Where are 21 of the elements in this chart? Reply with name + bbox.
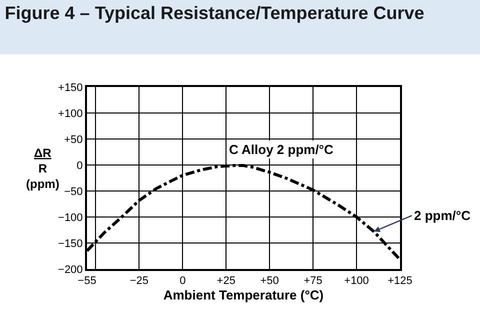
x-axis-title: Ambient Temperature (°C) [163, 287, 324, 302]
y-tick-label: −150 [58, 238, 83, 250]
annotation: C Alloy 2 ppm/°C [229, 142, 334, 157]
x-tick-label: +100 [344, 275, 369, 288]
y-tick-label: +150 [58, 82, 83, 94]
y-axis-title: ΔR R (ppm) [26, 146, 60, 192]
x-tick-label: +25 [216, 275, 236, 288]
y-tick-label: +50 [64, 134, 83, 146]
x-tick-label: 0 [180, 275, 186, 288]
x-tick-label: +75 [304, 275, 322, 288]
x-tick-label: +125 [388, 275, 412, 288]
x-tick-label: −55 [78, 275, 96, 288]
y-tick-label: −100 [58, 212, 83, 224]
y-tick-label: −200 [58, 264, 83, 276]
x-tick-label: +50 [260, 275, 279, 288]
chart-title: Figure 4 – Typical Resistance/Temperature Curve [4, 2, 424, 23]
y-tick-label: +100 [58, 108, 83, 120]
y-tick-label: 0 [76, 160, 83, 172]
annotation: 2 ppm/°C [414, 208, 472, 223]
x-tick-label: −25 [130, 275, 149, 288]
y-tick-label: −50 [64, 186, 83, 198]
